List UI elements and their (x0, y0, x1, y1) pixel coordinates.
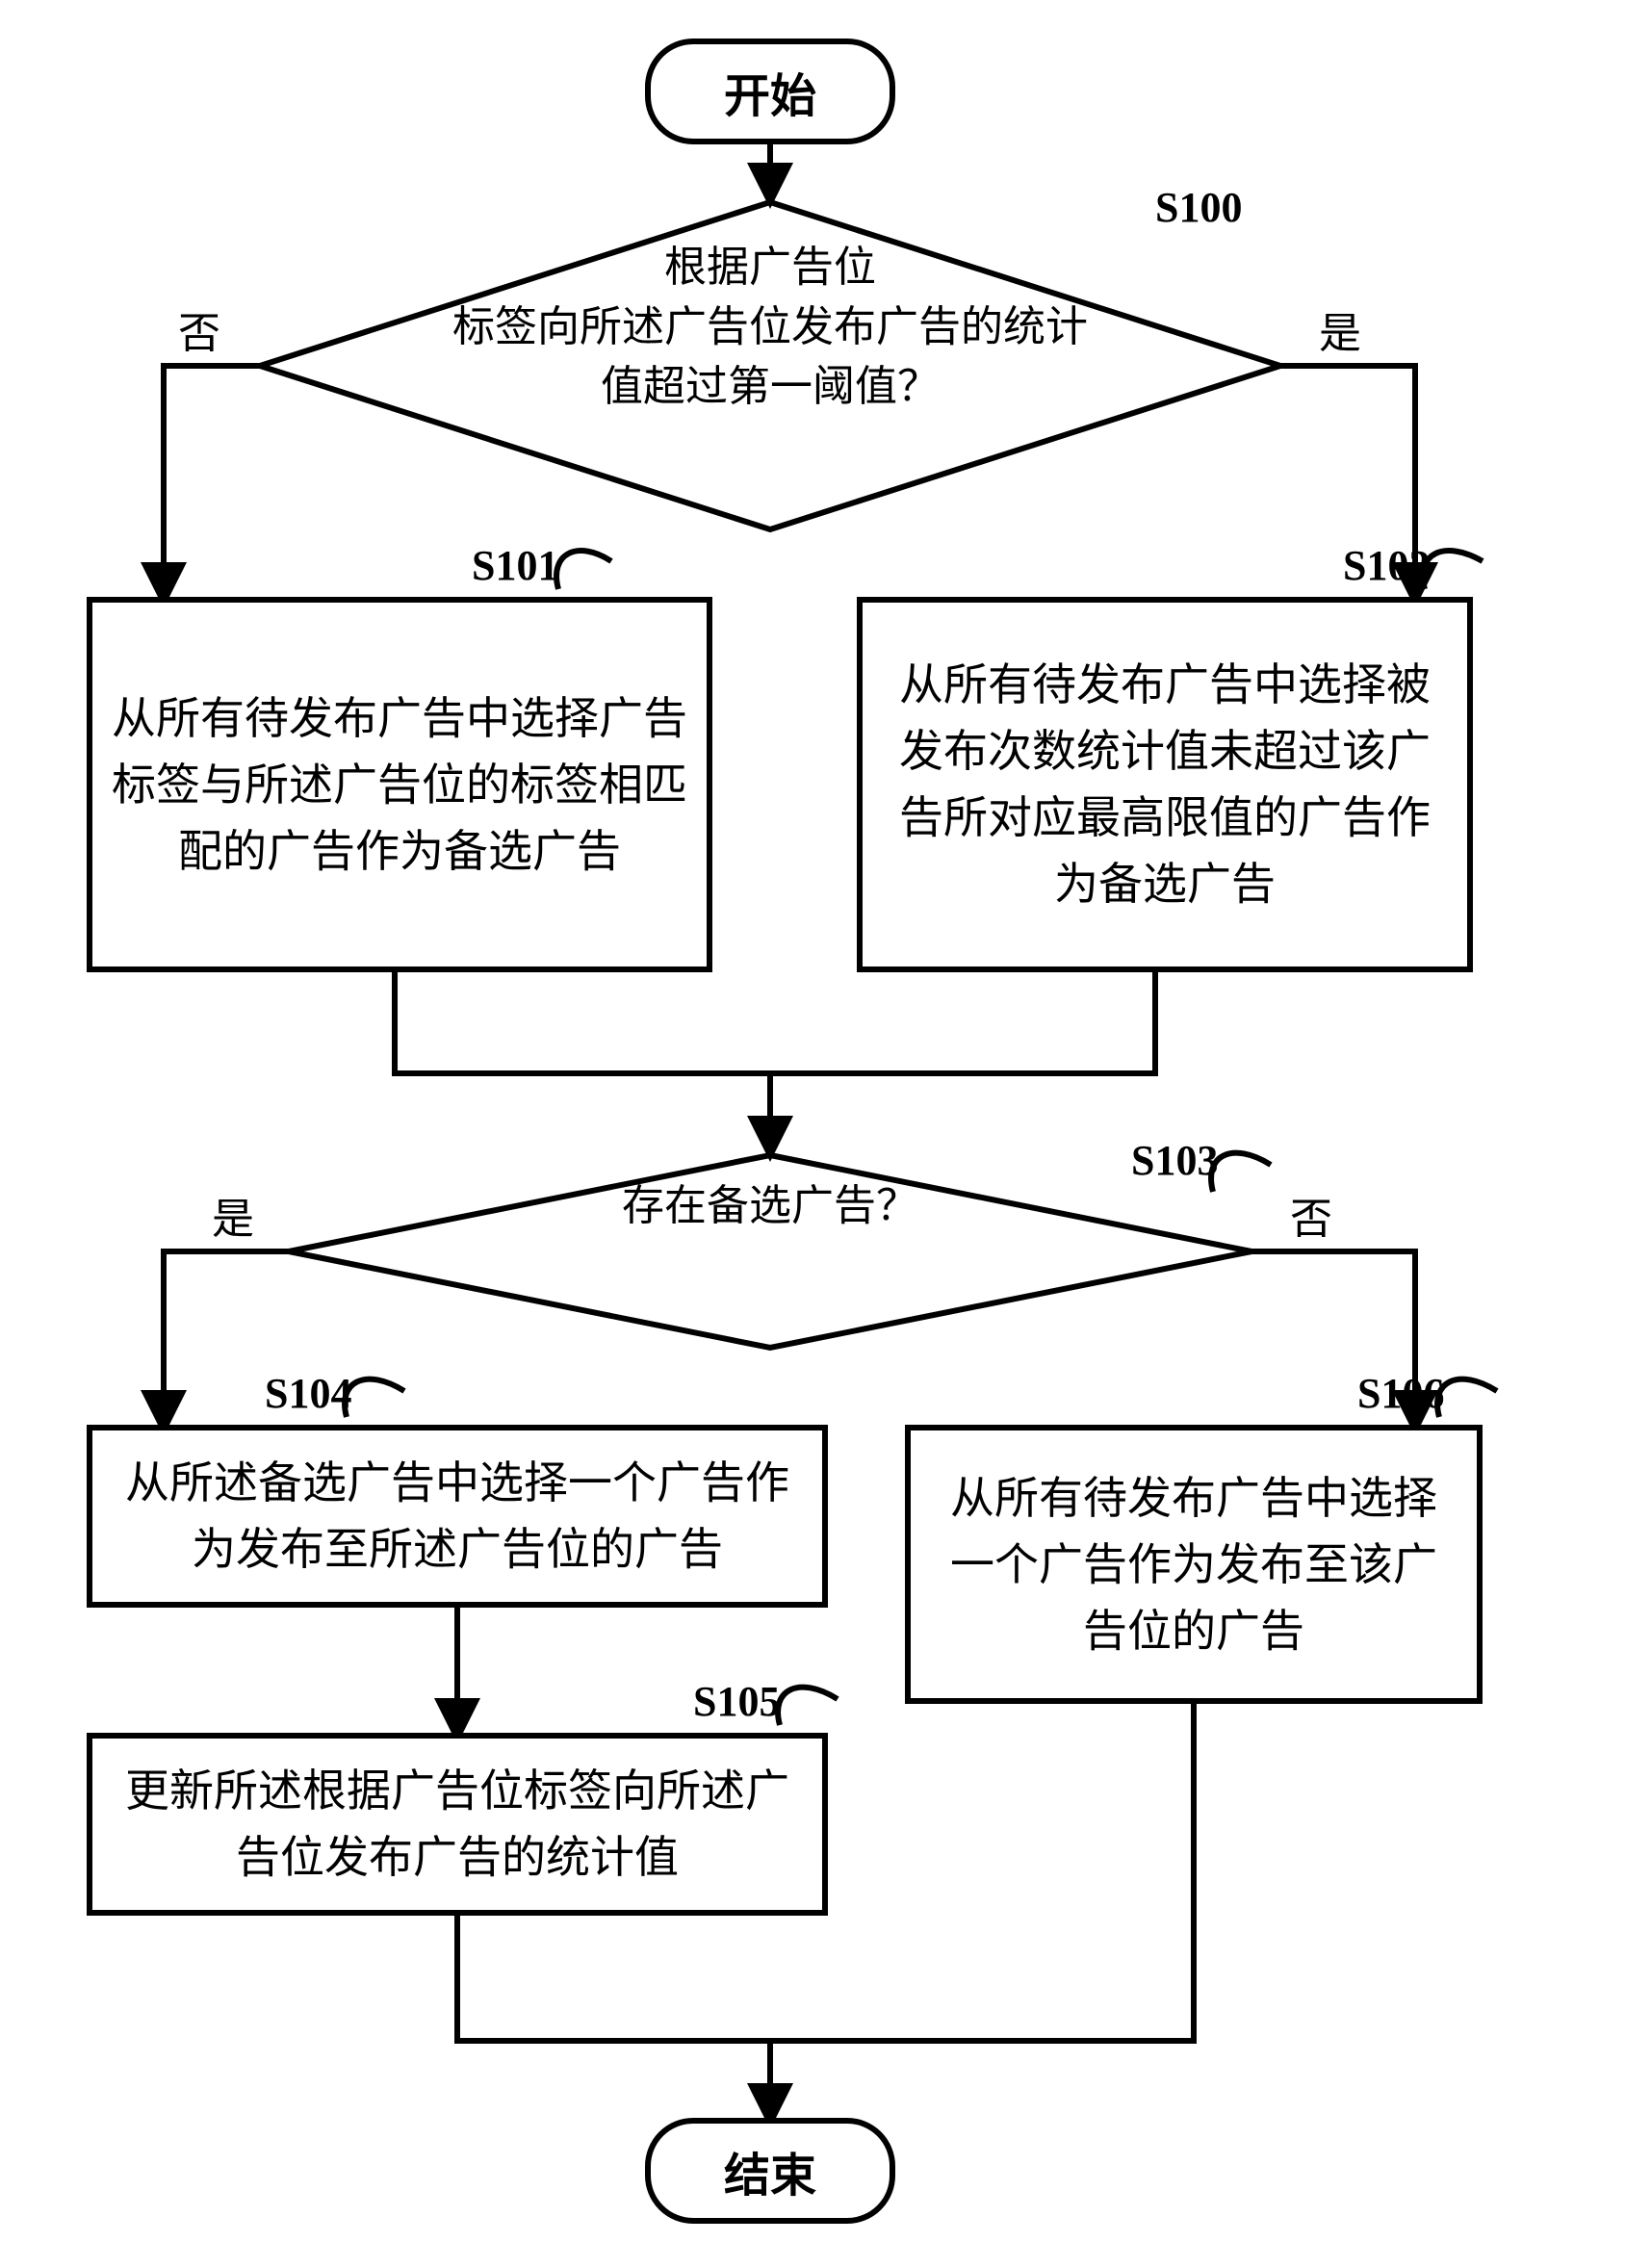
decision-1-label: S100 (1155, 183, 1242, 232)
decision-1-no: 否 (178, 298, 220, 360)
terminal-end: 结束 (645, 2118, 895, 2224)
process-s105: 更新所述根据广告位标签向所述广告位发布广告的统计值 (87, 1733, 828, 1916)
process-s101-label: S101 (472, 541, 558, 590)
decision-1-yes: 是 (1319, 298, 1361, 360)
process-s104: 从所述备选广告中选择一个广告作为发布至所述广告位的广告 (87, 1425, 828, 1608)
process-s102: 从所有待发布广告中选择被发布次数统计值未超过该广告所对应最高限值的广告作为备选广… (857, 597, 1473, 972)
terminal-start: 开始 (645, 39, 895, 144)
process-s106-text: 从所有待发布广告中选择一个广告作为发布至该广告位的广告 (930, 1465, 1458, 1664)
decision-2-yes: 是 (212, 1184, 254, 1246)
process-s105-label: S105 (693, 1677, 780, 1726)
process-s106-label: S106 (1357, 1369, 1444, 1418)
process-s104-label: S104 (265, 1369, 351, 1418)
process-s104-text: 从所述备选广告中选择一个广告作为发布至所述广告位的广告 (112, 1450, 803, 1583)
process-s105-text: 更新所述根据广告位标签向所述广告位发布广告的统计值 (112, 1758, 803, 1891)
process-s101: 从所有待发布广告中选择广告标签与所述广告位的标签相匹配的广告作为备选广告 (87, 597, 712, 972)
process-s106: 从所有待发布广告中选择一个广告作为发布至该广告位的广告 (905, 1425, 1483, 1704)
process-s101-text: 从所有待发布广告中选择广告标签与所述广告位的标签相匹配的广告作为备选广告 (112, 685, 687, 885)
decision-2-text: 存在备选广告？ (385, 1176, 1155, 1236)
process-s102-text: 从所有待发布广告中选择被发布次数统计值未超过该广告所对应最高限值的广告作为备选广… (882, 652, 1448, 917)
decision-2-label: S103 (1131, 1136, 1218, 1185)
decision-2-no: 否 (1290, 1184, 1332, 1246)
terminal-start-text: 开始 (724, 58, 816, 125)
terminal-end-text: 结束 (724, 2137, 816, 2204)
process-s102-label: S102 (1343, 541, 1430, 590)
decision-1-text: 根据广告位标签向所述广告位发布广告的统计值超过第一阈值？ (362, 238, 1178, 416)
